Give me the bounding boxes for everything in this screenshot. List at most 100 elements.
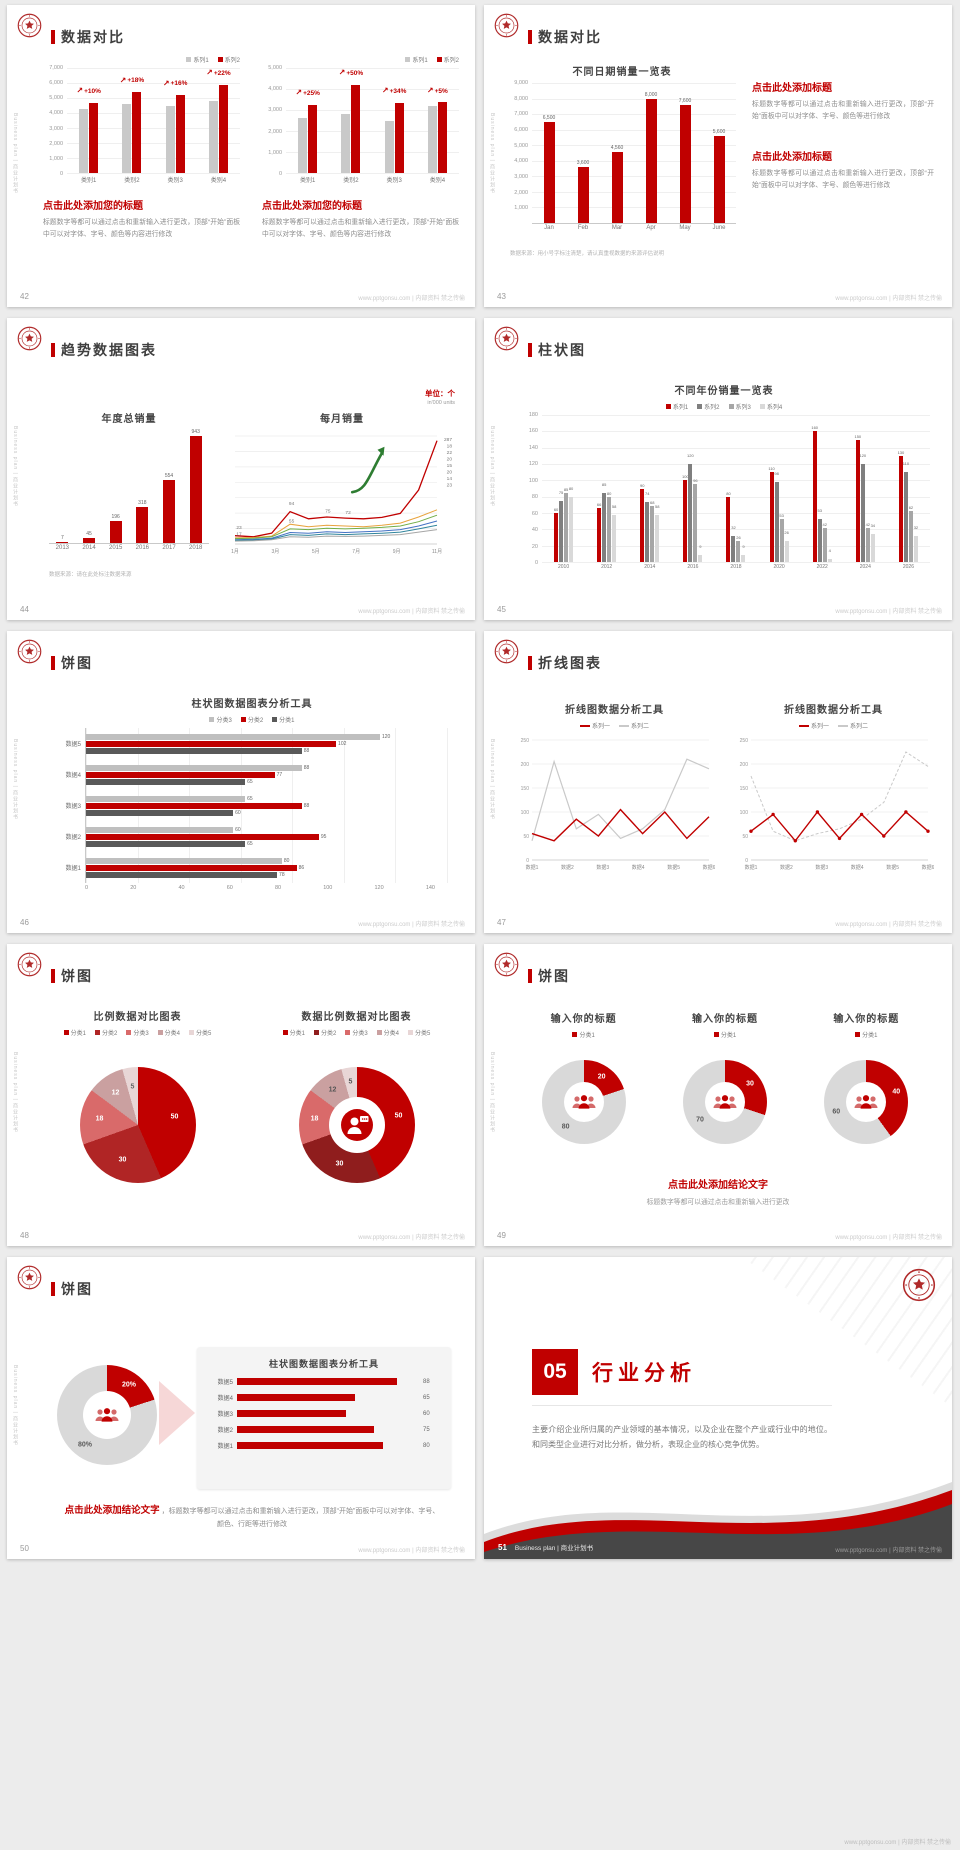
y-axis-labels: 5,000 4,000 3,000 2,000 1,000 0 [268, 65, 282, 177]
bar-group: 90 74 68 58 2014 [628, 415, 671, 571]
plot: 60 75 85 80 2010 66 85 80 58 2012 90 74 68 58 2014 100 1… [542, 415, 930, 571]
growth-annotation: ↗ +25% [295, 88, 320, 98]
page-number: 44 [20, 605, 29, 614]
bar-group: 80 86 78 [86, 857, 429, 878]
legend-item: 分类5 [189, 1028, 211, 1037]
bar-group: ↗ +34% 类别3 [373, 68, 416, 184]
pie-area: 30 70 [661, 1043, 788, 1160]
title-accent-bar [51, 30, 55, 44]
side-vertical-text: Business plan | 商业计划书 [489, 1052, 495, 1134]
slice-label: 5 [130, 1083, 135, 1090]
slice-label: 70 [696, 1116, 704, 1123]
grouped-bar-chart: 系列1 系列2 7,000 6,000 5,000 4,000 3,000 2,000 1,00… [43, 55, 240, 185]
presenter-icon [340, 1108, 373, 1141]
slide-content: 系列1 系列2 7,000 6,000 5,000 4,000 3,000 2,000 1,00… [43, 55, 459, 240]
plot-area: 1月 3月 5月 7月 9月 11月 287 18 22 20 15 20 14 23 23 17 94 55 75… [231, 430, 453, 555]
plot-area: 250 200 150 100 50 0 数据1 数据2 数据3 数据4 数据5 数据6 [733, 734, 935, 871]
slide-47: 折线图表 Business plan | 商业计划书 折线图数据分析工具 系列一系… [484, 631, 952, 933]
chart-column-left: 系列1 系列2 7,000 6,000 5,000 4,000 3,000 2,000 1,00… [43, 55, 240, 240]
pie-chart: 比例数据对比图表 分类1 分类2 分类3 分类4 分类5 50 30 18 12 5 [41, 1008, 234, 1208]
x-label: 类别4 [210, 178, 227, 184]
slide-title-text: 柱状图 [538, 342, 586, 358]
x-label: Feb [577, 225, 589, 231]
bar: 65 [86, 795, 253, 802]
school-emblem-icon [17, 326, 42, 351]
slice-label: 80% [77, 1441, 93, 1449]
swoosh-graphic [484, 1482, 952, 1559]
svg-text:150: 150 [521, 786, 530, 792]
chart-legend: 系列1 系列2 [262, 55, 459, 64]
bar: 318 [136, 500, 149, 543]
bar: 120 [687, 453, 694, 562]
bar [79, 108, 89, 173]
bar: 8,000 [645, 92, 657, 223]
y-axis-labels: 180 160 140 120 100 80 60 40 20 0 [528, 412, 538, 566]
chart-title: 不同日期销量一览表 [572, 67, 672, 78]
slice-label: 50 [170, 1113, 179, 1120]
x-label: 2022 [816, 564, 828, 570]
page-number: 43 [497, 292, 506, 301]
legend-item: 分类1 [572, 1030, 595, 1039]
slice-label: 80 [561, 1123, 570, 1130]
watermark: www.pptgonsu.com | 内部资料 禁之传偷 [835, 296, 942, 302]
section-description: 主要介绍企业所归属的产业领域的基本情况，以及企业在整个产业或行业中的地位。和同类… [532, 1425, 832, 1450]
x-label: 2015 [109, 545, 123, 551]
x-label: 类别3 [167, 178, 183, 184]
plot: ↗ +10% 类别1 ↗ +18% 类别2 ↗ +16% 类别3 ↗ +22% 类别4 [67, 68, 240, 184]
bar: 88 [86, 764, 309, 771]
donut-chart: 20% 80% [51, 1359, 163, 1471]
svg-text:18: 18 [447, 444, 453, 450]
donut: 20 80 [541, 1059, 626, 1144]
donut-chart: 数据比例数据对比图表 分类1 分类2 分类3 分类4 分类5 50 30 18 12 5 [260, 1008, 453, 1208]
svg-text:50: 50 [742, 834, 748, 840]
legend-item: 分类1 [272, 715, 295, 724]
legend-item: 系列4 [759, 402, 782, 411]
legend-item: 分类3 [209, 715, 232, 724]
y-axis-labels: 9,000 8,000 7,000 6,000 5,000 4,000 3,000 2,000… [514, 80, 528, 212]
section-content: 05 行业分析 主要介绍企业所归属的产业领域的基本情况，以及企业在整个产业或行业… [532, 1349, 832, 1452]
bar: 6,500 [543, 115, 555, 223]
school-emblem-icon [902, 1268, 936, 1302]
donut-hole [846, 1081, 887, 1122]
plot: 120 102 88 88 77 65 65 88 60 60 95 65 80 86 78 [85, 728, 448, 883]
x-label: 2016 [687, 564, 699, 570]
bar: 88 [86, 802, 309, 809]
legend-item: 系列2 [217, 55, 240, 64]
bar: 26 [784, 530, 789, 562]
donut-hole [563, 1081, 604, 1122]
plot: 7 2013 45 2014 196 2015 318 2016 554 2017 943 2018 [49, 429, 209, 551]
x-label: 2018 [189, 545, 203, 551]
slide-42: 数据对比 Business plan | 商业计划书 系列1 系列2 7,000 6,… [7, 5, 475, 307]
emblem-seal-icon [494, 326, 519, 351]
x-label: 类别1 [299, 178, 316, 184]
slide-title-text: 折线图表 [538, 655, 602, 671]
slide-title-text: 数据对比 [538, 29, 602, 45]
legend-item: 系列2 [697, 402, 720, 411]
svg-text:数据5: 数据5 [667, 864, 680, 871]
bar [132, 92, 142, 173]
bar: 3,600 [577, 160, 589, 223]
legend-item: 系列1 [665, 402, 688, 411]
bar-label: 数据3 [217, 1412, 233, 1418]
bar [237, 1442, 383, 1449]
legend-item: 系列1 [186, 55, 209, 64]
slide-title-text: 饼图 [61, 1281, 93, 1297]
bar: 53 [779, 513, 784, 562]
bar: 53 [817, 508, 822, 562]
bar-group: ↗ +10% 类别1 [67, 68, 110, 184]
bar-group: ↗ +18% 类别2 [110, 68, 153, 184]
bar-row: 数据3 60 [211, 1409, 437, 1418]
bar: 68 [650, 500, 654, 562]
unit-subtext: in'000 units [427, 400, 455, 406]
bar-group: 65 88 60 [86, 795, 429, 816]
x-label: May [679, 225, 691, 231]
emblem-seal-icon [494, 639, 519, 664]
slide-title: 数据对比 [528, 27, 602, 47]
slide-44: 趋势数据图表 Business plan | 商业计划书 单位：个 in'000… [7, 318, 475, 620]
bar-group: 160 53 42 4 2022 [801, 415, 844, 570]
legend-item: 系列二 [619, 721, 649, 730]
x-label: Jan [544, 225, 554, 231]
trend-arrow [350, 452, 383, 494]
donut: 30 70 [682, 1059, 767, 1144]
